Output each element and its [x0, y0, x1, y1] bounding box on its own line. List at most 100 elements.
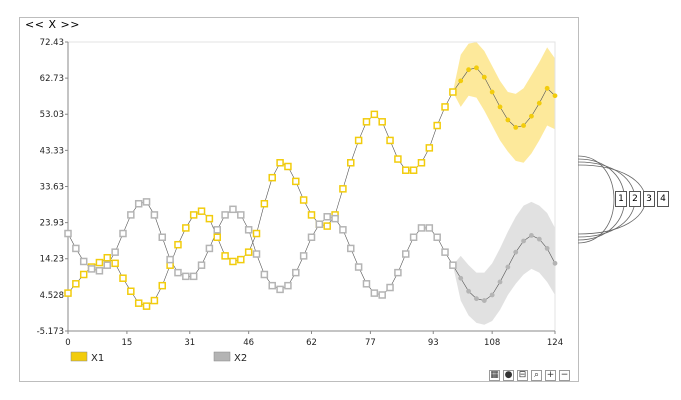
data-point-x1	[95, 258, 104, 267]
data-point-x2	[339, 226, 347, 234]
data-point-x2	[315, 220, 324, 228]
y-tick-label: 72.43	[40, 38, 64, 48]
data-point-x1	[72, 280, 80, 288]
lane-button-2[interactable]: 2	[629, 191, 641, 207]
data-point-x2	[449, 261, 457, 269]
data-point-x1	[237, 255, 245, 264]
forecast-band-x1	[452, 42, 555, 163]
data-point-x1	[260, 199, 269, 208]
x-tick-label: 62	[306, 338, 317, 348]
data-point-x1	[111, 259, 119, 268]
chart-title-x: X	[48, 18, 57, 31]
series-points	[64, 65, 558, 310]
data-point-x2	[189, 272, 198, 281]
data-point-x1	[221, 252, 229, 260]
data-point-x2	[425, 224, 434, 232]
data-point-x1	[119, 274, 127, 282]
data-point-x1	[103, 253, 112, 262]
band-tool-button[interactable]: ⊟	[517, 370, 528, 381]
forecast-point-x1	[521, 123, 526, 128]
legend-label-x2: X2	[234, 353, 247, 364]
data-point-x2	[441, 248, 449, 256]
data-point-x1	[158, 281, 167, 290]
data-point-x2	[64, 229, 72, 238]
y-tick-label: 4.528	[40, 291, 64, 301]
x-tick-label: 15	[121, 338, 132, 348]
forecast-point-x2	[521, 238, 526, 244]
data-point-x2	[417, 224, 426, 232]
data-point-x1	[292, 177, 300, 186]
forecast-point-x2	[474, 296, 479, 302]
grid-tool-button[interactable]: ▦	[489, 370, 500, 381]
y-tick-label: 23.93	[40, 219, 64, 229]
data-point-x1	[79, 270, 88, 279]
chart-legend: X1 X2	[70, 351, 247, 364]
lane-button-3[interactable]: 3	[643, 191, 655, 207]
data-point-x1	[205, 214, 214, 223]
zoom-in-button[interactable]: +	[545, 370, 556, 381]
next-button[interactable]: >>	[60, 18, 80, 31]
x-tick-label: 0	[65, 338, 70, 348]
dot-tool-button[interactable]: ●	[503, 370, 514, 381]
data-point-x2	[197, 261, 206, 269]
data-point-x2	[95, 267, 104, 275]
data-point-x2	[134, 199, 143, 208]
data-point-x1	[433, 121, 441, 130]
data-point-x2	[205, 244, 214, 253]
x-tick-label: 93	[428, 338, 439, 348]
chart-axes: 72.43 62.73 53.03 43.33 33.63 23.93 14.23 4.528…	[37, 38, 564, 348]
y-tick-label: 43.33	[40, 146, 64, 156]
zoom-tool-button[interactable]: ⌕	[531, 370, 542, 381]
forecast-point-x2	[466, 288, 471, 294]
forecast-point-x1	[529, 113, 534, 119]
x-tick-label: 31	[184, 338, 195, 348]
forecast-bands	[452, 42, 555, 325]
data-point-x2	[362, 280, 371, 288]
legend-swatch-x1	[70, 351, 88, 362]
forecast-point-x2	[458, 275, 464, 281]
data-point-x1	[354, 136, 363, 145]
data-point-x2	[150, 211, 159, 219]
data-point-x1	[268, 173, 276, 182]
lane-button-1[interactable]: 1	[615, 191, 627, 207]
data-point-x1	[213, 233, 221, 242]
lane-button-4[interactable]: 4	[657, 191, 669, 207]
legend-label-x1: X1	[91, 353, 104, 364]
data-point-x1	[189, 211, 198, 219]
forecast-point-x1	[505, 117, 511, 123]
data-point-x1	[64, 289, 72, 297]
data-point-x2	[347, 244, 355, 253]
data-point-x2	[103, 261, 112, 269]
forecast-point-x1	[552, 93, 558, 99]
data-point-x1	[417, 159, 426, 167]
data-point-x1	[229, 257, 237, 266]
data-point-x2	[174, 268, 182, 277]
data-point-x1	[323, 222, 331, 230]
data-point-x1	[276, 159, 284, 167]
data-point-x2	[323, 213, 331, 221]
forecast-band-x2	[452, 201, 555, 325]
x-tick-label: 77	[365, 338, 376, 348]
data-point-x2	[158, 233, 167, 242]
data-point-x1	[134, 299, 143, 307]
legend-swatch-x2	[213, 351, 231, 362]
forecast-point-x2	[536, 236, 542, 242]
data-point-x1	[409, 166, 418, 174]
prev-button[interactable]: <<	[25, 18, 45, 31]
data-point-x2	[119, 229, 127, 238]
data-point-x2	[409, 233, 418, 242]
data-point-x2	[142, 198, 151, 206]
data-point-x2	[386, 283, 394, 292]
data-point-x2	[307, 233, 316, 242]
data-point-x2	[402, 250, 410, 258]
data-point-x2	[292, 268, 300, 277]
zoom-out-button[interactable]: −	[559, 370, 570, 381]
data-point-x2	[394, 268, 402, 277]
data-point-x2	[213, 226, 221, 234]
y-tick-label: -5.173	[37, 327, 64, 337]
data-point-x1	[378, 118, 386, 126]
data-point-x1	[150, 296, 159, 305]
data-point-x1	[182, 224, 190, 232]
data-point-x2	[72, 244, 80, 253]
data-point-x2	[252, 250, 261, 258]
